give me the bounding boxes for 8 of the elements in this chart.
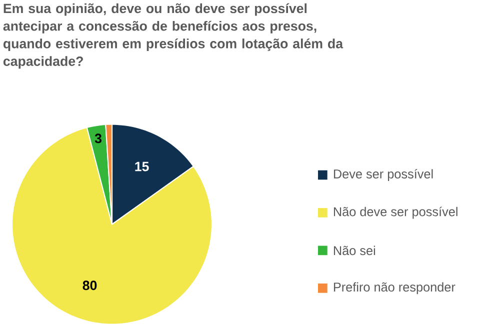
data-label: 3: [94, 134, 102, 144]
legend-label: Não deve ser possível: [334, 206, 458, 219]
data-label: 15: [135, 162, 149, 172]
legend-label: Deve ser possível: [334, 169, 433, 181]
data-label: 80: [82, 280, 97, 290]
legend-label: Prefiro não responder: [334, 282, 456, 294]
legend-label: Não sei: [334, 246, 376, 256]
chart-title: Em sua opinião, deve ou não deve ser possível antecipar a concessão de benefícios aos presos, quando estiverem em presídios com lotação além da capacidade?: [3, 3, 344, 69]
